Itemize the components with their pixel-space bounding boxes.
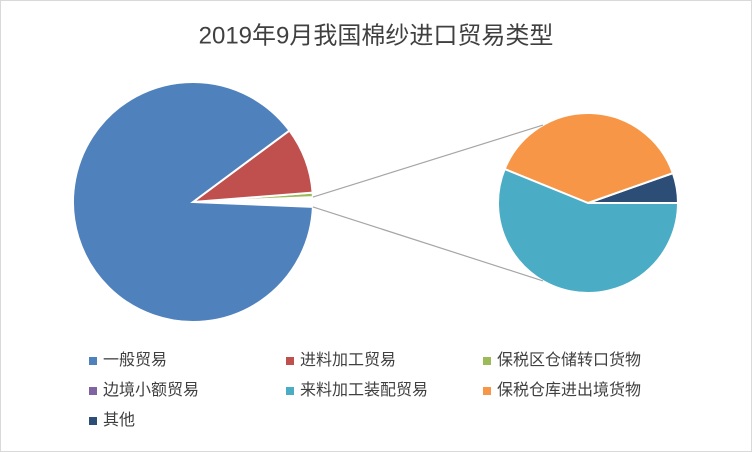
legend-marker [286,387,294,395]
pie-slice [72,81,314,323]
legend-label: 其他 [103,411,135,429]
legend-label: 来料加工装配贸易 [300,381,428,399]
legend-marker [89,387,97,395]
chart-title: 2019年9月我国棉纱进口贸易类型 [199,22,554,49]
legend-marker [286,357,294,365]
legend-label: 一般贸易 [103,351,167,369]
legend-marker [483,357,491,365]
connector-line [312,206,544,282]
legend-marker [89,417,97,425]
legend-label: 保税仓库进出境货物 [497,380,641,399]
legend-label: 进料加工贸易 [300,351,396,369]
legend-label: 边境小额贸易 [103,380,199,399]
pie-slice [503,112,675,205]
connector-line [312,124,544,198]
legend-marker [89,357,97,365]
legend-label: 保税区仓储转口货物 [497,351,641,369]
pie-slice [497,167,680,294]
legend-marker [483,387,491,395]
